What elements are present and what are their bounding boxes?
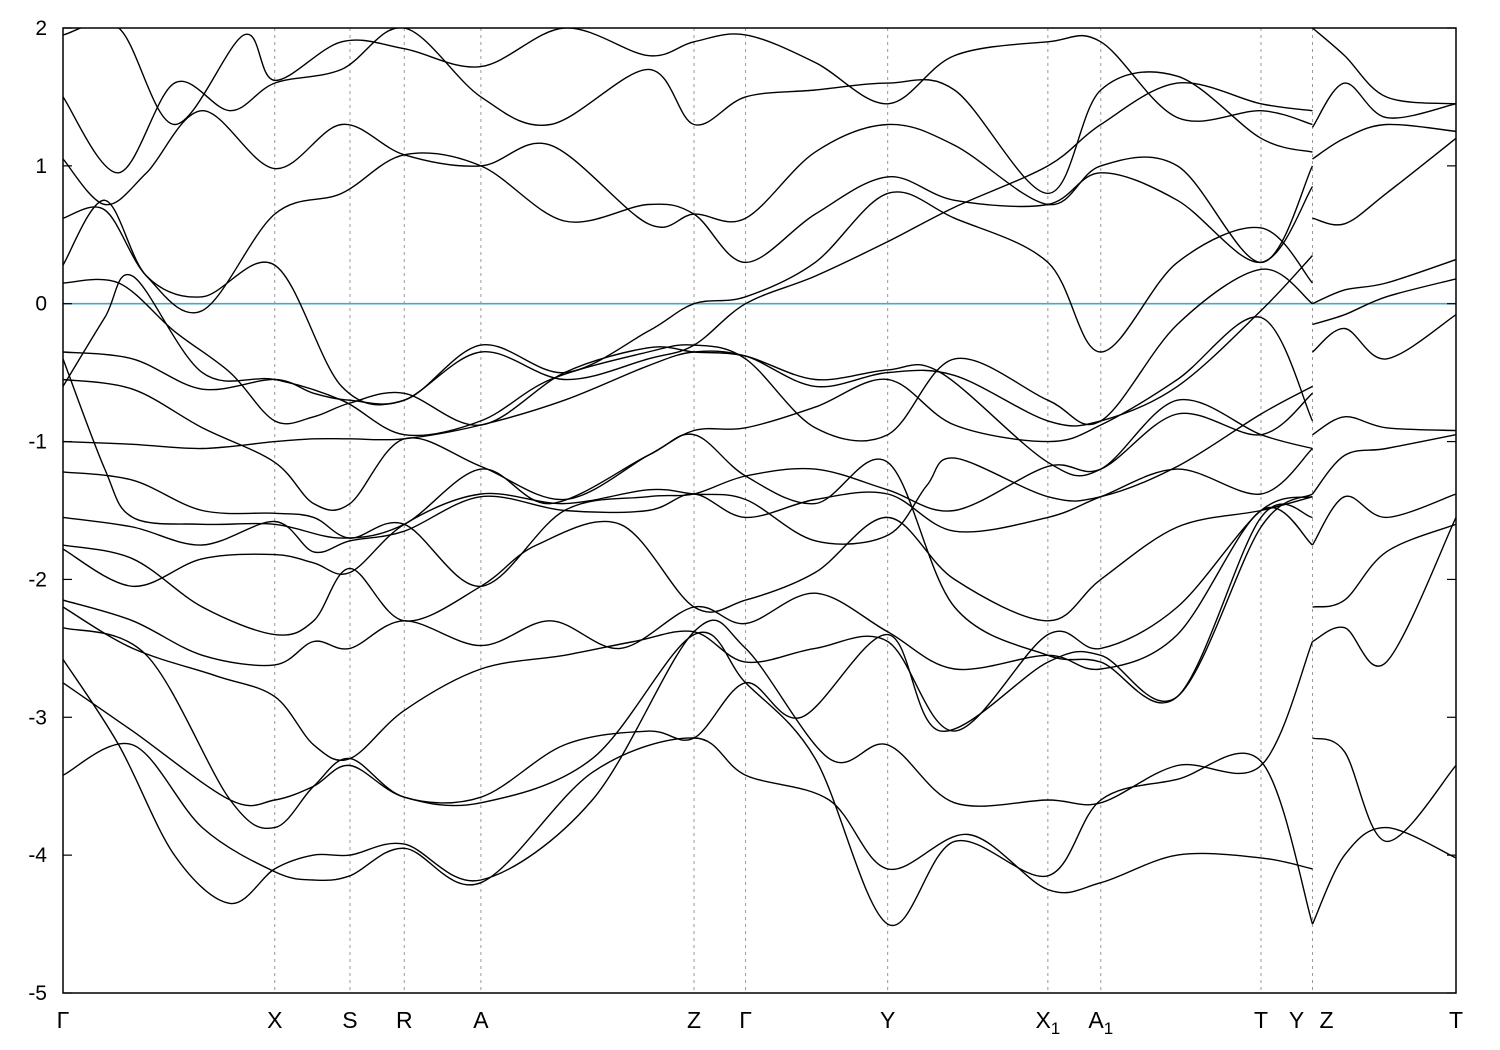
band-line-0 — [63, 737, 1313, 894]
band-line-6 — [63, 496, 1313, 636]
band-line-12 — [63, 278, 1313, 477]
y-tick-label-3: -2 — [28, 568, 47, 591]
band-line-19 — [63, 268, 1313, 442]
band-line-7 — [63, 447, 1313, 554]
k-point-label-12: Z — [1319, 1007, 1333, 1033]
k-point-label-5: Z — [687, 1007, 701, 1033]
band-line-16 — [63, 28, 1313, 195]
band-line-30 — [1312, 258, 1456, 305]
band-line-31 — [1312, 137, 1456, 226]
band-line-33 — [1311, 82, 1456, 128]
band-line-4 — [63, 496, 1313, 762]
band-line-20 — [63, 385, 1313, 588]
band-line-3 — [63, 493, 1313, 829]
band-line-28 — [1312, 314, 1456, 360]
y-tick-label-1: -4 — [28, 844, 47, 867]
band-line-32 — [1312, 123, 1456, 160]
k-point-label-7: Y — [880, 1007, 895, 1033]
y-tick-label-2: -3 — [28, 706, 47, 729]
y-tick-label-6: 1 — [35, 155, 47, 178]
y-tick-label-0: -5 — [28, 982, 47, 1005]
band-line-25 — [1311, 493, 1456, 546]
band-line-27 — [1312, 416, 1456, 436]
k-point-label-4: A — [473, 1007, 489, 1033]
band-line-23 — [1312, 517, 1456, 667]
y-tick-label-7: 2 — [35, 17, 47, 40]
k-point-label-10: T — [1254, 1007, 1268, 1033]
band-line-29 — [1312, 278, 1456, 326]
band-line-15 — [63, 109, 1314, 264]
y-tick-label-4: -1 — [28, 431, 47, 454]
x-axis-kpoint-labels: Γ X S R A Z Γ Y X1 A1 T Y Z T — [57, 1007, 1463, 1038]
k-point-label-3: R — [396, 1007, 413, 1033]
k-point-label-1: X — [267, 1007, 282, 1033]
band-line-13 — [63, 191, 1314, 406]
band-line-9 — [63, 255, 1314, 450]
k-point-label-13: T — [1449, 1007, 1463, 1033]
band-line-24 — [1312, 523, 1456, 608]
plot-frame — [62, 27, 1457, 994]
band-line-1 — [63, 631, 1314, 927]
k-point-label-6: Γ — [739, 1007, 752, 1033]
k-point-label-8: X1 — [1035, 1007, 1060, 1038]
band-line-17 — [63, 28, 1313, 126]
k-point-label-11: Y — [1289, 1007, 1304, 1033]
band-line-22 — [1312, 737, 1456, 843]
band-lines — [63, 28, 1456, 927]
k-point-label-9: A1 — [1088, 1007, 1113, 1038]
k-point-label-0: Γ — [57, 1007, 70, 1033]
k-point-label-2: S — [342, 1007, 357, 1033]
band-line-14 — [63, 152, 1314, 314]
band-line-26 — [1311, 434, 1456, 495]
band-line-2 — [63, 619, 1314, 905]
y-tick-label-5: 0 — [35, 293, 47, 316]
band-line-21 — [1311, 826, 1456, 925]
band-line-34 — [1312, 28, 1456, 105]
band-line-10 — [63, 316, 1314, 511]
band-line-18 — [63, 358, 1313, 704]
band-line-11 — [63, 82, 1313, 405]
y-axis: -5 -4 -3 -2 -1 0 1 2 — [28, 17, 1456, 1005]
band-line-5 — [63, 506, 1313, 671]
